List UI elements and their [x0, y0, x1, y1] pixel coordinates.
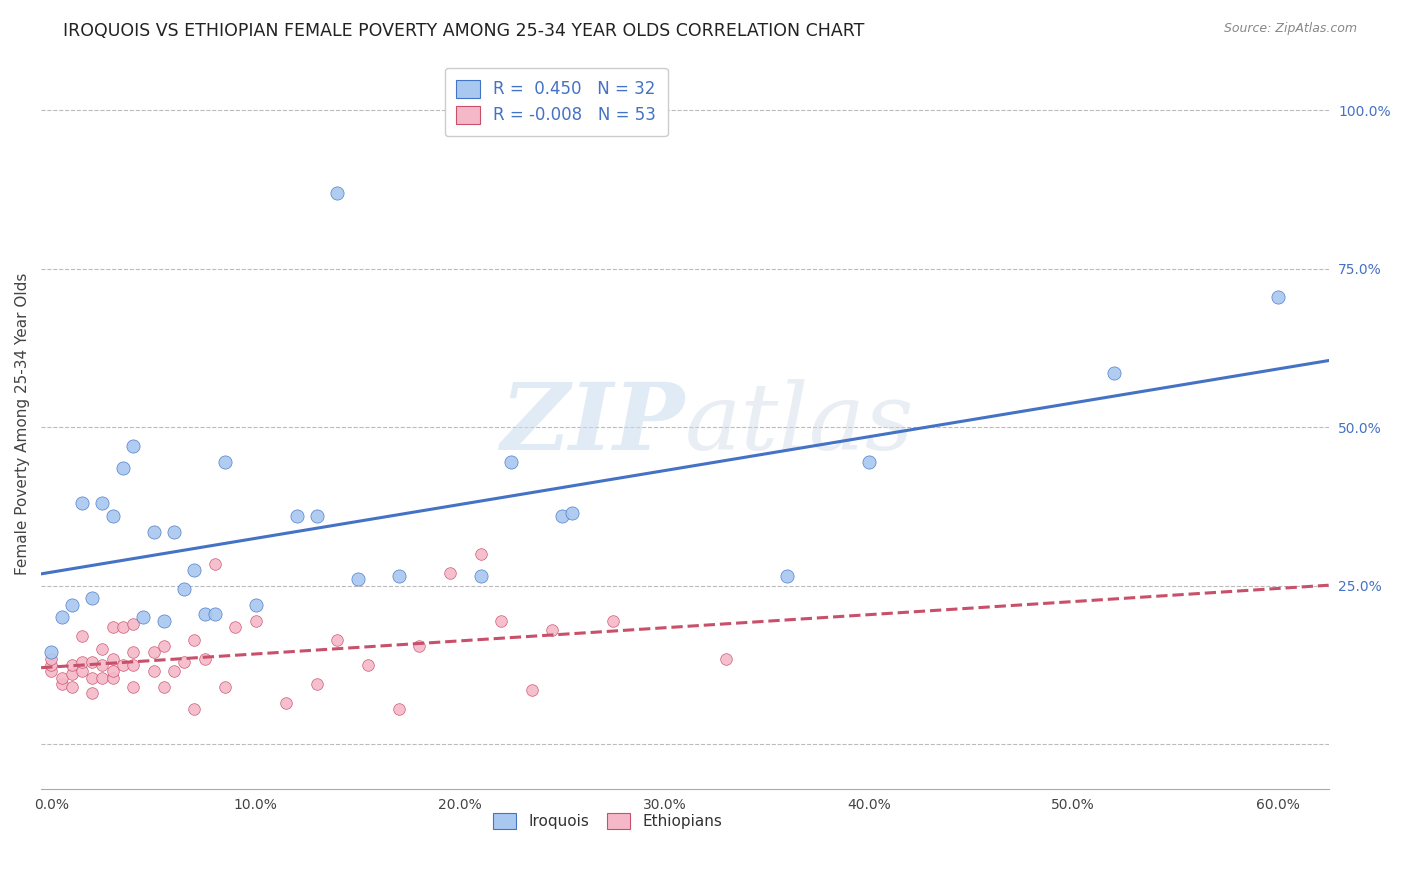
Point — [111, 657, 134, 672]
Point — [214, 680, 236, 694]
Point — [101, 620, 124, 634]
Point — [470, 547, 492, 561]
Point — [489, 614, 512, 628]
Point — [305, 508, 328, 523]
Point — [51, 677, 73, 691]
Point — [408, 639, 430, 653]
Point — [122, 616, 145, 631]
Point — [470, 569, 492, 583]
Point — [501, 455, 523, 469]
Point — [152, 680, 174, 694]
Point — [91, 642, 114, 657]
Point — [541, 623, 564, 637]
Point — [285, 508, 308, 523]
Point — [183, 563, 205, 577]
Point — [91, 671, 114, 685]
Point — [305, 677, 328, 691]
Point — [194, 607, 217, 622]
Point — [224, 620, 246, 634]
Point — [858, 455, 880, 469]
Point — [561, 506, 583, 520]
Point — [183, 632, 205, 647]
Point — [326, 632, 349, 647]
Point — [388, 569, 411, 583]
Point — [41, 657, 63, 672]
Point — [204, 607, 226, 622]
Point — [214, 455, 236, 469]
Point — [520, 683, 543, 698]
Point — [60, 598, 83, 612]
Y-axis label: Female Poverty Among 25-34 Year Olds: Female Poverty Among 25-34 Year Olds — [15, 273, 30, 575]
Point — [60, 657, 83, 672]
Point — [714, 651, 737, 665]
Point — [70, 655, 93, 669]
Point — [142, 645, 165, 659]
Point — [111, 461, 134, 475]
Point — [347, 573, 370, 587]
Point — [101, 665, 124, 679]
Text: Source: ZipAtlas.com: Source: ZipAtlas.com — [1223, 22, 1357, 36]
Text: IROQUOIS VS ETHIOPIAN FEMALE POVERTY AMONG 25-34 YEAR OLDS CORRELATION CHART: IROQUOIS VS ETHIOPIAN FEMALE POVERTY AMO… — [63, 22, 865, 40]
Point — [142, 524, 165, 539]
Point — [41, 645, 63, 659]
Point — [551, 508, 574, 523]
Point — [326, 186, 349, 200]
Point — [82, 671, 104, 685]
Point — [388, 702, 411, 716]
Point — [163, 665, 186, 679]
Legend: Iroquois, Ethiopians: Iroquois, Ethiopians — [486, 806, 728, 836]
Point — [122, 657, 145, 672]
Point — [101, 508, 124, 523]
Point — [70, 496, 93, 510]
Point — [173, 655, 195, 669]
Point — [101, 671, 124, 685]
Point — [357, 657, 380, 672]
Point — [163, 524, 186, 539]
Point — [194, 651, 217, 665]
Point — [142, 665, 165, 679]
Point — [276, 696, 298, 710]
Point — [82, 591, 104, 606]
Text: ZIP: ZIP — [501, 379, 685, 469]
Point — [91, 496, 114, 510]
Point — [41, 665, 63, 679]
Point — [132, 610, 155, 624]
Point — [51, 671, 73, 685]
Point — [70, 629, 93, 643]
Point — [82, 655, 104, 669]
Point — [1102, 367, 1125, 381]
Point — [91, 657, 114, 672]
Point — [60, 667, 83, 681]
Point — [245, 614, 267, 628]
Point — [101, 651, 124, 665]
Point — [111, 620, 134, 634]
Text: atlas: atlas — [685, 379, 914, 469]
Point — [122, 645, 145, 659]
Point — [439, 566, 461, 580]
Point — [82, 686, 104, 700]
Point — [152, 639, 174, 653]
Point — [204, 557, 226, 571]
Point — [51, 610, 73, 624]
Point — [245, 598, 267, 612]
Point — [122, 680, 145, 694]
Point — [183, 702, 205, 716]
Point — [70, 665, 93, 679]
Point — [1267, 290, 1289, 304]
Point — [173, 582, 195, 596]
Point — [776, 569, 799, 583]
Point — [60, 680, 83, 694]
Point — [122, 439, 145, 453]
Point — [602, 614, 624, 628]
Point — [41, 651, 63, 665]
Point — [152, 614, 174, 628]
